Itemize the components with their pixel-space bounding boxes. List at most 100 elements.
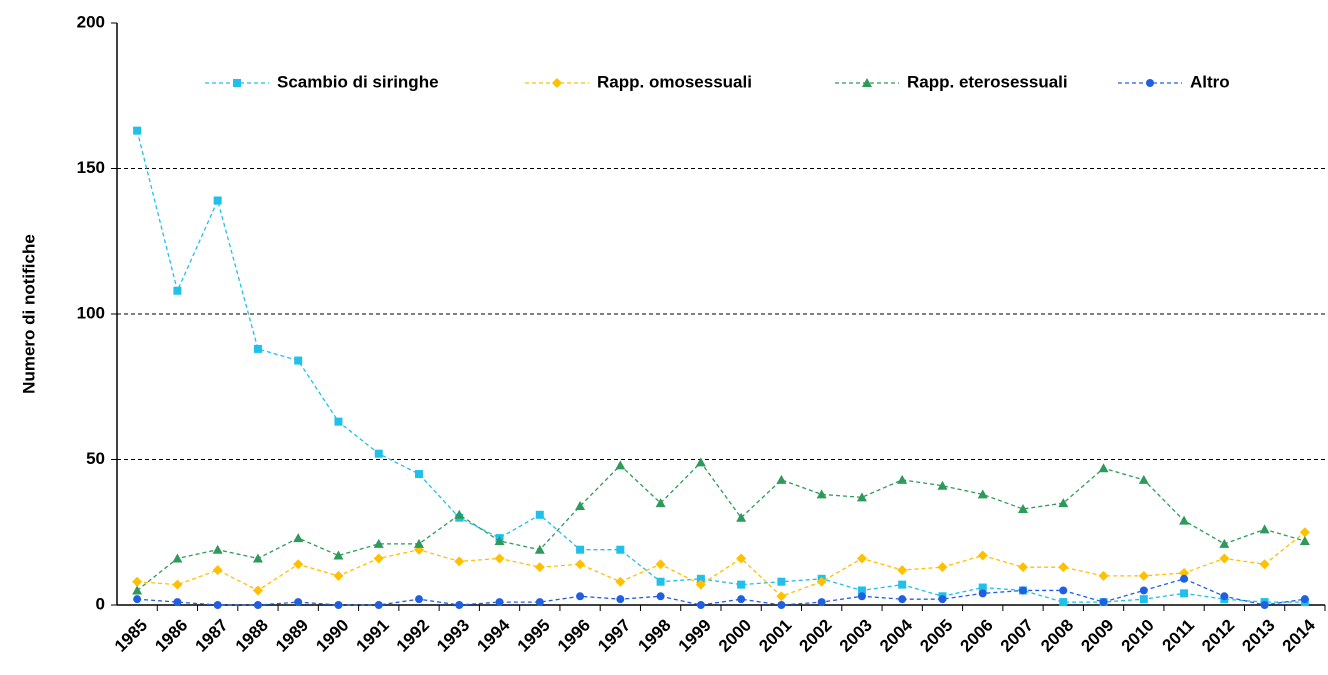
marker <box>576 545 585 554</box>
marker <box>293 533 304 543</box>
x-tick-label: 1995 <box>514 616 554 656</box>
x-tick-label: 2004 <box>876 615 917 656</box>
marker <box>776 474 787 484</box>
marker <box>857 592 866 601</box>
marker <box>897 565 908 576</box>
marker <box>1259 559 1270 570</box>
x-tick-label: 2002 <box>795 616 835 656</box>
marker <box>1146 79 1154 87</box>
marker <box>132 585 143 595</box>
marker <box>374 449 383 458</box>
x-tick-label: 2007 <box>997 616 1037 656</box>
marker <box>1300 595 1309 604</box>
y-axis-label: Numero di notifiche <box>19 234 38 394</box>
marker <box>294 356 303 365</box>
y-tick-label: 150 <box>77 158 105 177</box>
marker <box>1299 527 1310 538</box>
marker <box>454 509 465 519</box>
x-tick-label: 2006 <box>957 616 997 656</box>
marker <box>415 595 423 604</box>
series-line <box>136 461 1306 591</box>
x-tick-label: 1986 <box>151 616 191 656</box>
marker <box>552 78 562 88</box>
marker <box>777 577 786 586</box>
marker <box>455 601 464 609</box>
marker <box>1018 562 1028 573</box>
marker <box>293 559 304 570</box>
marker <box>898 580 907 589</box>
x-tick-label: 1997 <box>594 616 634 656</box>
marker <box>1179 567 1190 578</box>
x-tick-label: 1989 <box>272 616 312 656</box>
x-tick-label: 2009 <box>1077 616 1117 656</box>
marker <box>213 601 222 609</box>
y-tick-label: 50 <box>86 449 105 468</box>
x-tick-label: 2014 <box>1279 615 1320 656</box>
marker <box>696 601 705 609</box>
marker <box>695 579 706 590</box>
marker <box>977 550 988 561</box>
marker <box>334 417 343 426</box>
legend-label: Rapp. omosessuali <box>597 72 752 91</box>
marker <box>212 565 223 576</box>
marker <box>233 79 241 87</box>
marker <box>1138 570 1149 581</box>
series-line <box>137 578 1305 606</box>
marker <box>978 589 987 598</box>
marker <box>172 579 183 590</box>
marker <box>1019 586 1027 595</box>
x-tick-label: 1985 <box>111 616 151 656</box>
x-tick-label: 1999 <box>675 616 715 656</box>
marker <box>777 601 786 609</box>
marker <box>816 489 827 499</box>
marker <box>1180 589 1189 598</box>
marker <box>1220 592 1229 601</box>
marker <box>414 538 424 548</box>
marker <box>937 562 948 573</box>
marker <box>494 553 505 564</box>
y-tick-label: 100 <box>77 303 105 322</box>
marker <box>415 470 423 479</box>
marker <box>495 598 504 607</box>
x-tick-label: 1990 <box>312 616 352 656</box>
marker <box>857 586 866 595</box>
marker <box>252 553 263 563</box>
marker <box>816 576 827 587</box>
marker <box>374 601 383 609</box>
x-tick-label: 1988 <box>232 616 272 656</box>
marker <box>898 595 907 604</box>
x-tick-label: 1996 <box>554 616 594 656</box>
marker <box>1180 574 1189 583</box>
marker <box>655 559 666 570</box>
marker <box>615 576 626 587</box>
x-tick-label: 2001 <box>755 616 795 656</box>
x-tick-label: 2010 <box>1118 616 1158 656</box>
series-line <box>136 130 1305 603</box>
marker <box>736 553 747 564</box>
marker <box>253 344 262 353</box>
y-tick-label: 200 <box>77 12 105 31</box>
marker <box>1219 553 1230 564</box>
marker <box>334 601 343 609</box>
x-tick-label: 2012 <box>1198 616 1238 656</box>
x-tick-label: 2003 <box>836 616 876 656</box>
marker <box>252 585 263 596</box>
marker <box>575 501 586 511</box>
marker <box>977 489 988 499</box>
marker <box>333 550 344 560</box>
x-tick-label: 2000 <box>715 616 755 656</box>
marker <box>937 480 948 490</box>
marker <box>1059 586 1068 595</box>
marker <box>1098 570 1109 581</box>
x-tick-label: 2013 <box>1238 616 1278 656</box>
x-tick-label: 2011 <box>1159 616 1199 656</box>
marker <box>856 492 867 502</box>
marker <box>133 126 142 135</box>
marker <box>978 583 987 592</box>
marker <box>737 595 746 604</box>
series-line <box>137 531 1306 598</box>
marker <box>535 510 544 519</box>
marker <box>1299 535 1310 545</box>
marker <box>1059 598 1068 607</box>
